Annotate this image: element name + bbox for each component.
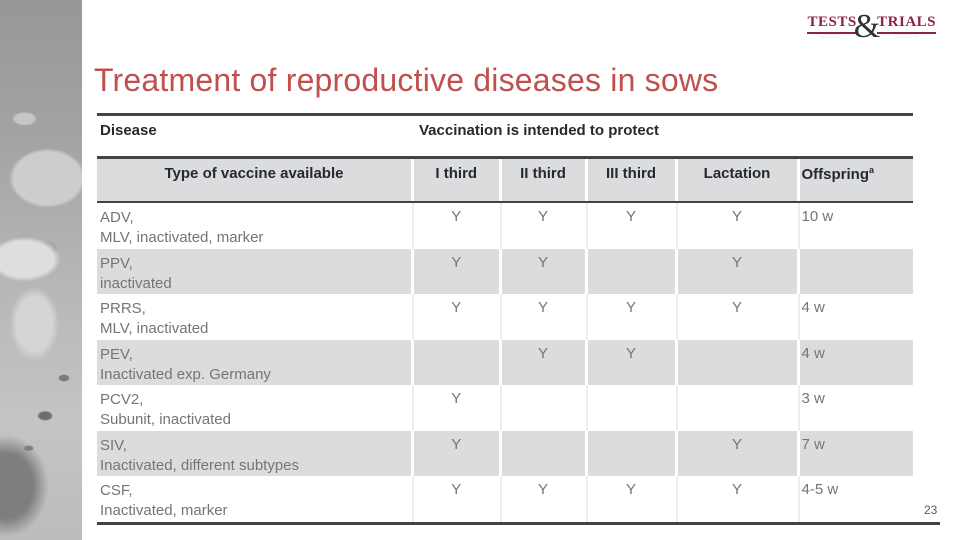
page-number: 23 <box>924 503 938 517</box>
cell-ii-third: Y <box>502 203 585 249</box>
cell-i-third: Y <box>414 476 499 522</box>
header-disease: Disease <box>100 122 157 139</box>
cell-iii-third <box>588 385 675 431</box>
vaccine-type: MLV, inactivated, marker <box>100 229 264 246</box>
vaccine-type: MLV, inactivated <box>100 320 209 337</box>
vaccination-table: Disease Vaccination is intended to prote… <box>97 113 940 525</box>
cell-disease: PEV, Inactivated exp. Germany <box>97 339 411 385</box>
vaccine-type: Subunit, inactivated <box>100 411 231 428</box>
header-i-third: I third <box>414 159 499 201</box>
header-offspring: Offspringa <box>799 159 913 201</box>
cell-i-third: Y <box>414 248 499 294</box>
cell-lactation: Y <box>677 430 797 476</box>
table-top-border <box>97 113 913 116</box>
disease-name: CSF, <box>100 482 133 499</box>
cell-lactation: Y <box>678 203 797 249</box>
table-row-ppv: PPV, inactivated Y Y Y <box>97 248 913 294</box>
disease-name: PPV, <box>100 254 133 272</box>
header-lactation: Lactation <box>677 159 797 201</box>
offspring-footnote-marker: a <box>869 165 875 175</box>
cell-ii-third: Y <box>502 476 585 522</box>
cell-disease: CSF, Inactivated, marker <box>97 476 411 522</box>
cell-offspring: 4 w <box>799 339 913 385</box>
cell-i-third: Y <box>414 203 499 249</box>
vaccine-type: Inactivated, marker <box>100 502 228 519</box>
table-separator <box>97 201 913 203</box>
cell-lactation <box>677 339 797 385</box>
cell-ii-third <box>501 430 585 476</box>
cell-disease: PCV2, Subunit, inactivated <box>97 385 411 431</box>
logo-word-trials: TRIALS ········· <box>877 15 936 42</box>
cell-lactation <box>678 385 797 431</box>
disease-name: PRRS, <box>100 300 146 317</box>
table-separator <box>97 156 913 159</box>
cell-offspring: 3 w <box>800 385 913 431</box>
header-iii-third: III third <box>587 159 675 201</box>
cell-ii-third: Y <box>502 294 585 340</box>
cell-i-third: Y <box>414 430 499 476</box>
table-bottom-border <box>97 521 940 525</box>
cell-iii-third: Y <box>588 294 675 340</box>
cell-iii-third: Y <box>588 476 675 522</box>
header-offspring-text: Offspring <box>801 166 870 183</box>
cell-lactation: Y <box>677 248 797 294</box>
table-header-row-1: Disease Vaccination is intended to prote… <box>97 116 913 156</box>
cell-offspring: 4-5 w <box>800 476 913 522</box>
header-ii-third: II third <box>501 159 585 201</box>
logo-tagline-left: ········· <box>820 35 845 41</box>
cell-ii-third: Y <box>501 248 585 294</box>
cell-iii-third <box>587 430 675 476</box>
pigs-photo <box>0 0 82 540</box>
cell-iii-third <box>587 248 675 294</box>
cell-i-third: Y <box>414 385 499 431</box>
table-row-pev: PEV, Inactivated exp. Germany Y Y 4 w <box>97 339 913 385</box>
cell-disease: ADV, MLV, inactivated, marker <box>97 203 411 249</box>
logo-trials-text: TRIALS <box>877 15 936 34</box>
slide-title: Treatment of reproductive diseases in so… <box>94 62 719 98</box>
logo-tagline-right: ········· <box>894 35 919 41</box>
disease-name: PCV2, <box>100 391 144 408</box>
ampersand-icon: & <box>853 8 881 45</box>
cell-lactation: Y <box>678 294 797 340</box>
table-row-prrs: PRRS, MLV, inactivated Y Y Y Y 4 w <box>97 294 913 340</box>
cell-i-third: Y <box>414 294 499 340</box>
header-protect: Vaccination is intended to protect <box>419 122 660 139</box>
cell-disease: PRRS, MLV, inactivated <box>97 294 411 340</box>
cell-ii-third <box>502 385 585 431</box>
table-row-adv: ADV, MLV, inactivated, marker Y Y Y Y 10… <box>97 203 913 249</box>
table-row-csf: CSF, Inactivated, marker Y Y Y Y 4-5 w <box>97 476 913 522</box>
cell-offspring: 4 w <box>800 294 913 340</box>
vaccine-type: Inactivated exp. Germany <box>100 365 271 383</box>
table-row-pcv2: PCV2, Subunit, inactivated Y 3 w <box>97 385 913 431</box>
cell-i-third <box>414 339 499 385</box>
disease-name: ADV, <box>100 209 134 226</box>
table-header-row-2: Type of vaccine available I third II thi… <box>97 159 913 201</box>
cell-disease: SIV, Inactivated, different subtypes <box>97 430 411 476</box>
cell-offspring: 7 w <box>799 430 913 476</box>
vaccine-type: inactivated <box>100 274 172 292</box>
disease-name: PEV, <box>100 345 133 363</box>
cell-offspring: 10 w <box>800 203 913 249</box>
cell-lactation: Y <box>678 476 797 522</box>
logo-tests-text: TESTS <box>807 15 857 34</box>
cell-disease: PPV, inactivated <box>97 248 411 294</box>
cell-ii-third: Y <box>501 339 585 385</box>
vaccine-type: Inactivated, different subtypes <box>100 456 300 474</box>
logo-word-tests: TESTS ········· <box>807 15 857 42</box>
disease-name: SIV, <box>100 436 127 454</box>
header-vaccine-type: Type of vaccine available <box>97 159 411 201</box>
tests-and-trials-logo: TESTS ········· & TRIALS ········· <box>807 8 936 45</box>
cell-iii-third: Y <box>587 339 675 385</box>
cell-iii-third: Y <box>588 203 675 249</box>
cell-offspring <box>799 248 913 294</box>
table-row-siv: SIV, Inactivated, different subtypes Y Y… <box>97 430 913 476</box>
